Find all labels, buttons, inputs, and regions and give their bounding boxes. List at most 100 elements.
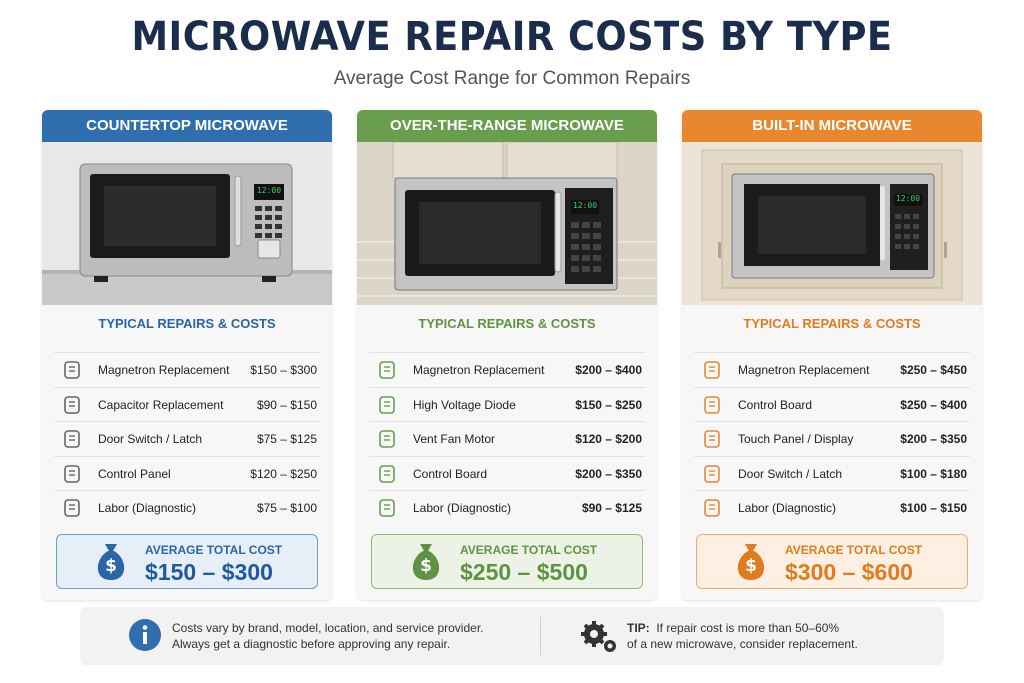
shape-rect: [262, 276, 276, 282]
tip: TIP: If repair cost is more than 50–60% …: [627, 620, 858, 652]
repair-name: Labor (Diagnostic): [738, 501, 837, 515]
shape-rect: [895, 214, 901, 219]
average-label: AVERAGE TOTAL COST: [785, 543, 923, 557]
shape-rect: [593, 222, 601, 228]
shape-circle: [142, 625, 148, 630]
shape-rect: [704, 430, 720, 448]
repair-cost: $90 – $150: [256, 397, 317, 412]
repair-cost: $250 – $450: [900, 363, 967, 377]
shape-rect: [275, 215, 282, 220]
repair-row: Labor (Diagnostic) $75 – $100: [54, 490, 320, 525]
shape-rect: [419, 202, 541, 264]
money-bag-icon: $: [412, 544, 440, 580]
card-header: BUILT-IN MICROWAVE: [682, 110, 982, 142]
repair-name: Door Switch / Latch: [738, 466, 843, 481]
shape-rect: [104, 186, 216, 246]
repair-cost: $150 – $300: [250, 363, 317, 377]
shape-rect: [379, 361, 395, 379]
note-line: Costs vary by brand, model, location, an…: [172, 621, 484, 635]
shape-rect: [904, 214, 910, 219]
repair-row: Control Panel $120 – $250: [54, 455, 320, 491]
shape-path: [97, 551, 125, 580]
repair-name: Labor (Diagnostic): [413, 501, 512, 515]
shape-rect: [904, 224, 910, 229]
shape-rect: [593, 233, 601, 239]
repair-row: Capacitor Replacement $90 – $150: [54, 386, 320, 422]
shape-rect: [255, 224, 262, 229]
repair-icon: [704, 499, 720, 517]
repair-cost: $75 – $125: [256, 432, 317, 446]
repair-icon: [64, 499, 80, 517]
repair-row: Control Board $200 – $350: [369, 455, 645, 491]
shape-rect: [904, 244, 910, 249]
shape-rect: [704, 395, 720, 414]
tip-label: TIP:: [627, 621, 650, 635]
repair-row: High Voltage Diode $150 – $250: [369, 386, 645, 422]
shape-rect: [913, 224, 919, 229]
shape-rect: [379, 395, 395, 414]
shape-rect: [64, 499, 80, 517]
tip-line: TIP: If repair cost is more than 50–60%: [627, 620, 858, 636]
shape-rect: [582, 266, 590, 272]
shape-circle: [590, 630, 598, 638]
section-title: TYPICAL REPAIRS & COSTS: [418, 316, 596, 331]
title: MICROWAVE REPAIR COSTS BY TYPE: [131, 14, 893, 60]
display-text: 12:00: [573, 201, 597, 210]
shape-rect: [593, 266, 601, 272]
shape-rect: [593, 255, 601, 261]
average-value: $150 – $300: [145, 559, 273, 585]
shape-rect: [913, 234, 919, 239]
shape-path: [737, 551, 765, 580]
repair-icon: [379, 499, 395, 517]
repair-cost: $200 – $400: [575, 363, 642, 377]
display-text: 12:00: [896, 194, 920, 203]
money-bag-icon: $: [737, 544, 765, 580]
repair-row: Control Board $250 – $400: [694, 386, 970, 422]
shape-g: [581, 621, 616, 652]
shape-rect: [379, 464, 395, 483]
gear-icon: [581, 621, 616, 652]
repair-name: Magnetron Replacement: [738, 363, 870, 377]
shape-path: [412, 551, 440, 580]
shape-rect: [571, 266, 579, 272]
microwave-illustration: 12:00: [357, 142, 657, 305]
shape-rect: [593, 244, 601, 250]
shape-rect: [944, 242, 947, 258]
shape-rect: [379, 430, 395, 448]
repair-cost: $120 – $200: [575, 432, 642, 446]
shape-rect: [64, 395, 80, 414]
shape-rect: [275, 233, 282, 238]
repair-row: Door Switch / Latch $75 – $125: [54, 421, 320, 456]
tip-text: If repair cost is more than 50–60%: [656, 621, 840, 635]
average-box: $ AVERAGE TOTAL COST $300 – $600: [696, 534, 968, 589]
repair-row: Labor (Diagnostic) $100 – $150: [694, 490, 970, 525]
repair-icon: [64, 395, 80, 414]
average-value: $300 – $600: [785, 559, 913, 585]
repair-name: Control Panel: [98, 466, 171, 481]
average-label: AVERAGE TOTAL COST: [460, 543, 598, 557]
shape-text: $: [420, 556, 432, 576]
repair-name: Magnetron Replacement: [98, 363, 230, 377]
subtitle: Average Cost Range for Common Repairs: [333, 68, 691, 89]
card-header: COUNTERTOP MICROWAVE: [42, 110, 332, 142]
money-bag-icon: $: [97, 544, 125, 580]
repair-icon: [64, 464, 80, 483]
shape-rect: [254, 184, 284, 200]
shape-rect: [913, 244, 919, 249]
average-value: $250 – $500: [460, 559, 588, 585]
shape-g: [895, 214, 919, 249]
shape-rect: [895, 244, 901, 249]
average-label: AVERAGE TOTAL COST: [145, 543, 283, 557]
repair-icon: [704, 395, 720, 414]
shape-rect: [255, 215, 262, 220]
shape-circle: [607, 643, 613, 649]
section-title: TYPICAL REPAIRS & COSTS: [98, 316, 276, 331]
repair-cost: $200 – $350: [575, 466, 642, 481]
shape-rect: [571, 244, 579, 250]
info-icon: [129, 619, 161, 651]
shape-rect: [265, 233, 272, 238]
repair-cost: $100 – $150: [900, 501, 967, 515]
shape-rect: [265, 224, 272, 229]
shape-rect: [571, 222, 579, 228]
